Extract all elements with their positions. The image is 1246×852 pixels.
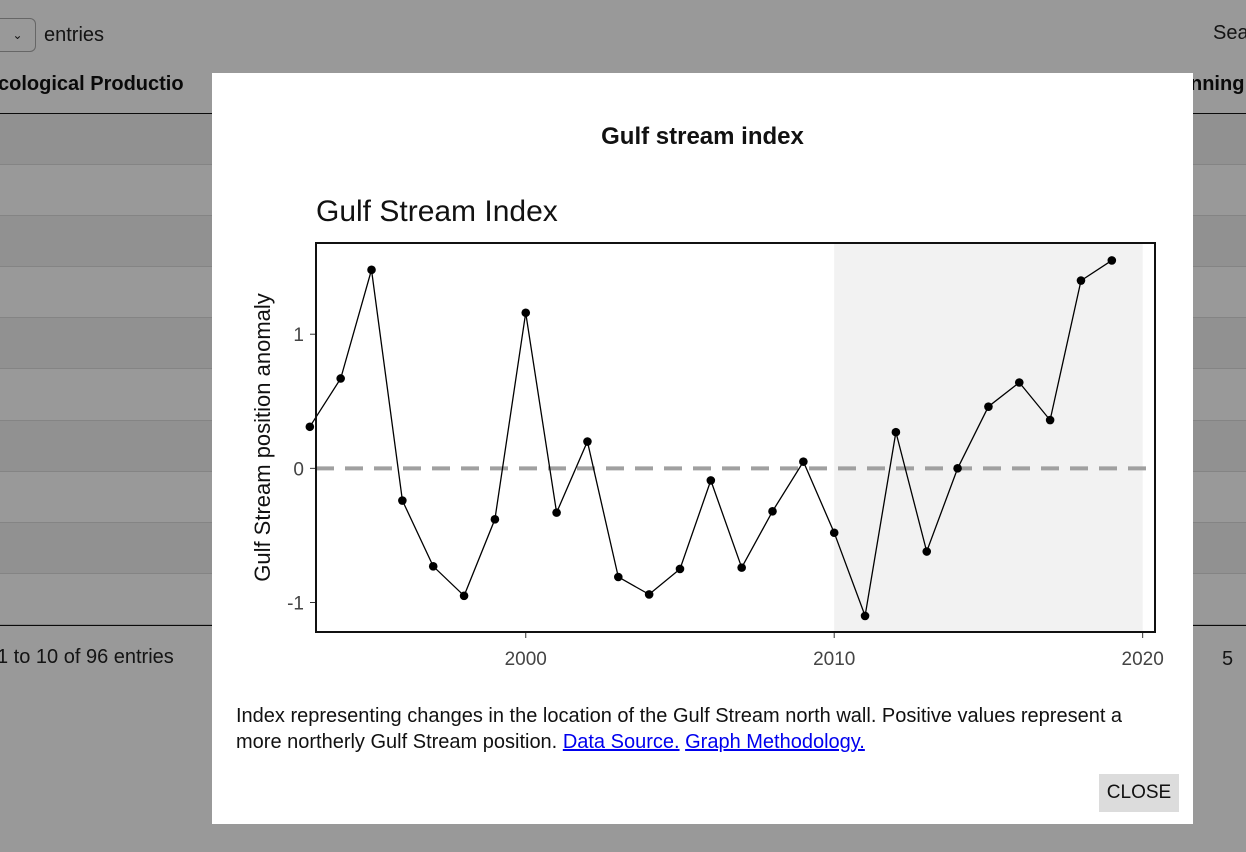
data-point: [428, 561, 438, 571]
data-point: [953, 464, 962, 473]
data-point: [459, 591, 469, 601]
plot-frame: [315, 242, 1156, 633]
entries-label: entries: [44, 23, 105, 46]
data-point: [829, 528, 839, 538]
data-point: [891, 427, 901, 437]
data-point: [922, 547, 932, 556]
data-point: [1107, 256, 1117, 265]
data-point: [613, 572, 623, 582]
gulf-stream-chart: Gulf Stream Index 2000 2010 2020 -1 0 1 Gulf…: [250, 195, 1164, 670]
description-text: Index representing changes in the locati…: [236, 705, 1123, 753]
y-tick-label: -1: [287, 593, 304, 614]
data-point: [675, 564, 685, 574]
close-button[interactable]: CLOSE: [1099, 774, 1179, 812]
y-tick-label: 0: [293, 459, 304, 480]
data-point: [706, 476, 716, 485]
data-point: [552, 508, 561, 517]
search-label: Sea: [1213, 22, 1246, 44]
data-point: [521, 308, 531, 318]
x-tick-label: 2020: [1122, 649, 1164, 670]
data-point: [367, 265, 376, 275]
pagination-page-button[interactable]: 5: [1222, 648, 1234, 670]
data-point: [305, 422, 315, 432]
y-axis-label: Gulf Stream position anomaly: [250, 293, 275, 582]
data-source-link[interactable]: Data Source.: [562, 731, 680, 753]
data-point: [984, 402, 993, 411]
x-tick-label: 2000: [505, 649, 547, 670]
x-tick-label: 2010: [813, 649, 855, 670]
data-point: [490, 515, 500, 524]
column-header-planning[interactable]: nning: [1190, 73, 1245, 95]
data-point: [398, 496, 407, 505]
chart-title: Gulf Stream Index: [316, 195, 558, 228]
data-point: [768, 506, 777, 516]
data-point: [644, 590, 654, 599]
entries-length-select[interactable]: ⌄: [0, 18, 36, 52]
data-point: [860, 611, 870, 621]
y-tick-label: 1: [293, 325, 304, 346]
data-point: [336, 374, 345, 383]
modal-title: Gulf stream index: [601, 123, 804, 150]
column-header-ecological-production[interactable]: cological Productio: [0, 73, 184, 95]
data-point: [799, 457, 808, 466]
data-point: [583, 437, 592, 446]
modal-description: Index representing changes in the locati…: [236, 703, 1166, 755]
table-info-text: 1 to 10 of 96 entries: [0, 646, 174, 668]
entries-length-control: ⌄ entries: [0, 17, 104, 53]
data-point: [1014, 378, 1024, 387]
graph-methodology-link[interactable]: Graph Methodology.: [685, 731, 865, 753]
data-point: [1076, 276, 1086, 285]
chevron-down-icon: ⌄: [12, 28, 23, 42]
shaded-recent-period: [834, 243, 1143, 632]
data-point: [737, 563, 746, 572]
data-point: [1045, 415, 1055, 425]
indicator-modal: Gulf stream index Gulf Stream Index 2000…: [212, 73, 1193, 824]
